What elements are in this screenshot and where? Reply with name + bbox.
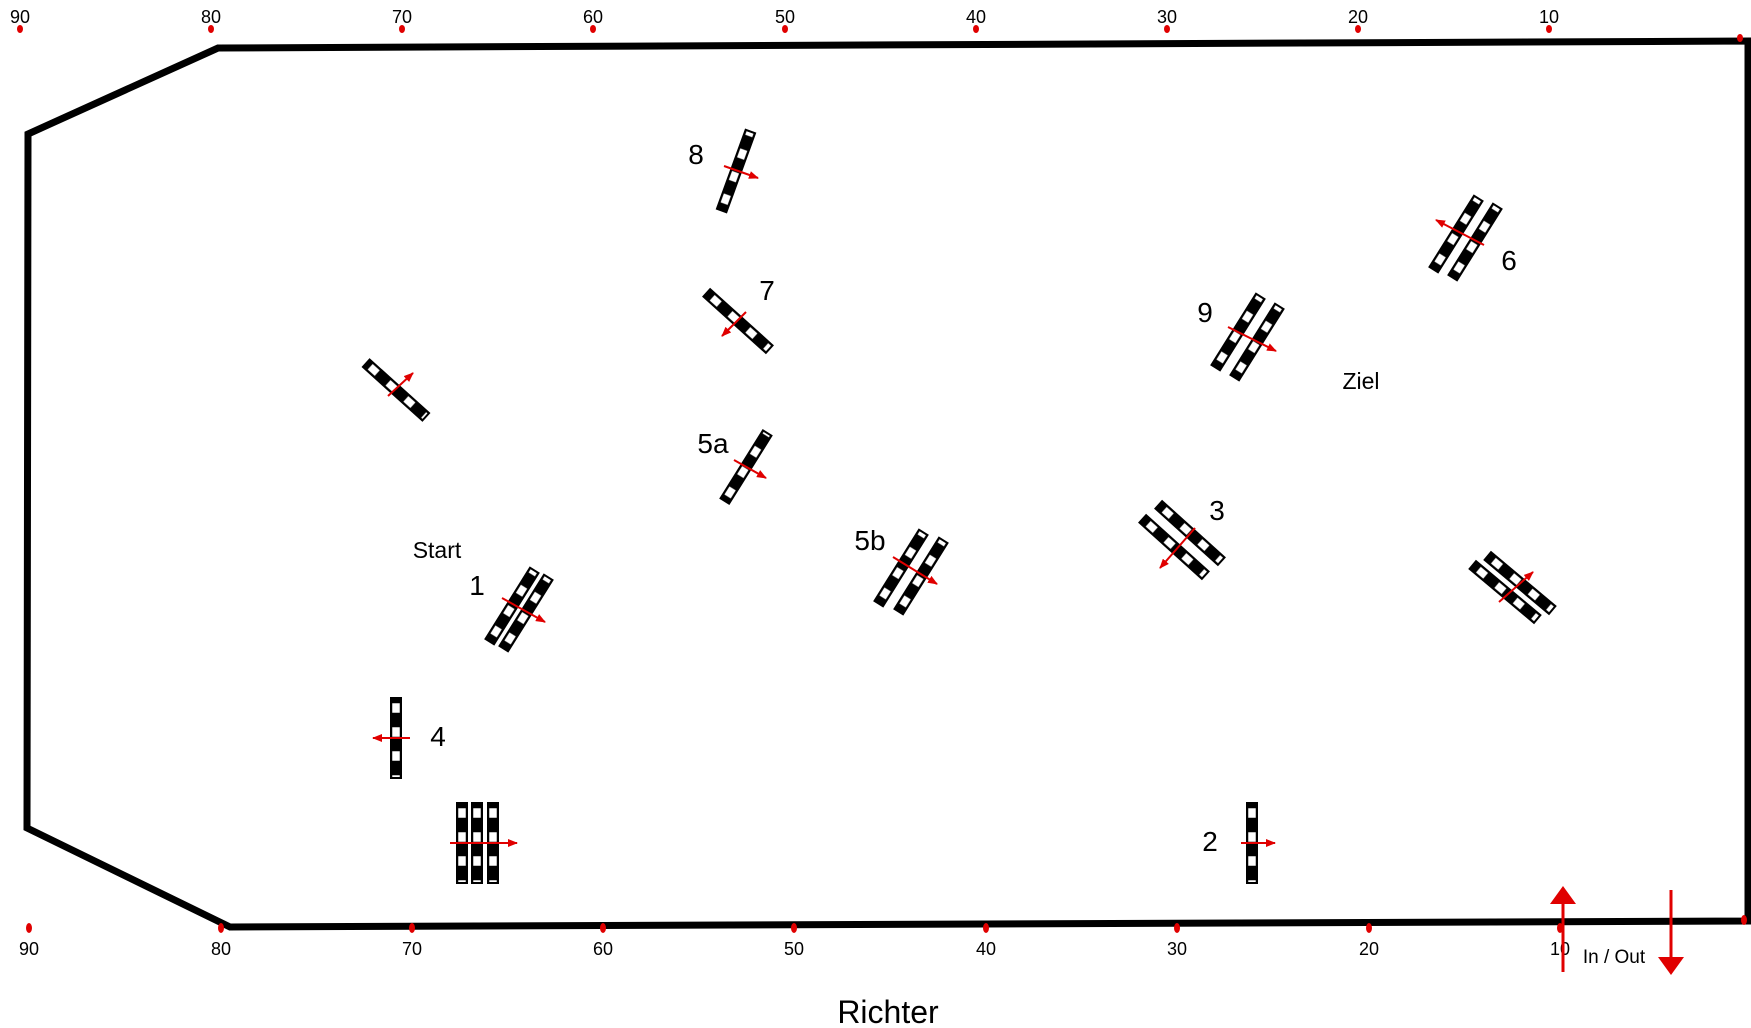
obstacle-6 xyxy=(1428,194,1503,282)
scale-bottom-label: 40 xyxy=(976,939,996,959)
obstacle-5a xyxy=(719,429,773,505)
obstacle-unnumbered-left xyxy=(361,358,431,422)
direction-arrow xyxy=(501,597,546,623)
direction-arrow xyxy=(1498,571,1534,603)
scale-top-labels: 90 80 70 60 50 40 30 20 10 xyxy=(10,7,1559,27)
scale-top-label: 90 xyxy=(10,7,30,27)
direction-arrow xyxy=(723,165,759,179)
judge-label: Richter xyxy=(837,994,939,1028)
scale-bottom-label: 90 xyxy=(19,939,39,959)
direction-arrow xyxy=(892,556,938,585)
scale-top-label: 40 xyxy=(966,7,986,27)
direction-arrow xyxy=(733,459,767,479)
scale-top-label: 30 xyxy=(1157,7,1177,27)
scale-top-label: 80 xyxy=(201,7,221,27)
obstacle-3-label: 3 xyxy=(1209,495,1225,526)
scale-bottom-label: 60 xyxy=(593,939,613,959)
scale-top-label: 70 xyxy=(392,7,412,27)
scale-bottom-label: 20 xyxy=(1359,939,1379,959)
scale-bottom-label: 30 xyxy=(1167,939,1187,959)
obstacle-5b xyxy=(873,528,949,616)
scale-bottom-label: 70 xyxy=(402,939,422,959)
obstacle-6-label: 6 xyxy=(1501,245,1517,276)
obstacle-4-label: 4 xyxy=(430,721,446,752)
obstacle-1-label: 1 xyxy=(469,570,485,601)
scale-bottom-label: 50 xyxy=(784,939,804,959)
obstacle-5a-label: 5a xyxy=(697,428,729,459)
finish-label: Ziel xyxy=(1342,368,1379,394)
direction-arrow xyxy=(1159,527,1196,569)
obstacle-2 xyxy=(1241,802,1276,884)
obstacle-8 xyxy=(715,128,759,214)
obstacle-7 xyxy=(702,287,774,355)
obstacle-triple-bottom-left xyxy=(450,802,518,884)
obstacle-3 xyxy=(1138,499,1226,581)
scale-bottom-label: 80 xyxy=(211,939,231,959)
start-label: Start xyxy=(413,537,462,563)
direction-arrow xyxy=(1227,326,1277,352)
direction-arrow xyxy=(387,372,414,397)
direction-arrow xyxy=(721,311,747,337)
scale-top-label: 50 xyxy=(775,7,795,27)
scale-top-label: 10 xyxy=(1539,7,1559,27)
obstacle-8-label: 8 xyxy=(688,139,704,170)
obstacle-unnumbered-right xyxy=(1468,550,1557,625)
scale-bottom-dots xyxy=(26,915,1747,933)
obstacle-2-label: 2 xyxy=(1202,826,1218,857)
obstacle-4 xyxy=(372,697,410,779)
direction-arrow xyxy=(1435,219,1485,246)
obstacle-9-label: 9 xyxy=(1197,297,1213,328)
scale-top-dots xyxy=(17,25,1743,42)
scale-top-label: 20 xyxy=(1348,7,1368,27)
obstacle-1 xyxy=(484,566,554,653)
scale-bottom-labels: 90 80 70 60 50 40 30 20 10 xyxy=(19,939,1570,959)
obstacle-7-label: 7 xyxy=(759,275,775,306)
obstacle-5b-label: 5b xyxy=(854,525,885,556)
in-out-label: In / Out xyxy=(1583,947,1646,968)
scale-top-label: 60 xyxy=(583,7,603,27)
scale-bottom-label: 10 xyxy=(1550,939,1570,959)
obstacle-9 xyxy=(1210,292,1285,382)
arena-outline xyxy=(23,37,1751,931)
